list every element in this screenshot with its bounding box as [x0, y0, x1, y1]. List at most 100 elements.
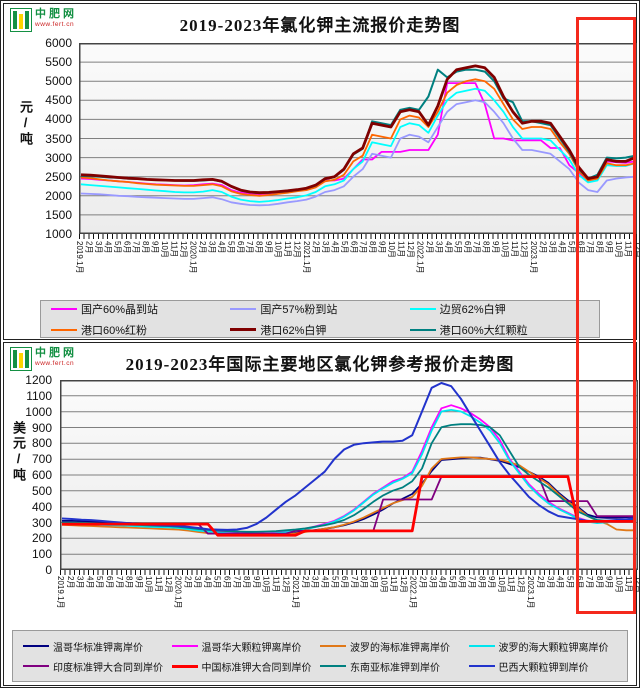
x-axis-tick-label: 8月: [368, 241, 378, 254]
x-axis-tick-label: 2月: [424, 241, 434, 254]
y-axis-tick-label: 800: [31, 436, 52, 451]
fert-logo: 中肥网 www.fert.cn: [10, 347, 77, 371]
x-axis-tick-label: 4月: [103, 241, 113, 254]
x-axis-tick-label: 8月: [254, 241, 264, 254]
chart-title: 2019-2023年氯化钾主流报价走势图: [179, 16, 461, 35]
x-axis-tick-label: 2021.1月: [301, 241, 311, 274]
x-axis-tick-label: 10月: [144, 576, 154, 593]
legend-item: 印度标准钾大合同到岸价: [23, 659, 172, 674]
x-axis-tick-label: 7月: [585, 576, 595, 589]
x-axis-tick-label: 8月: [124, 576, 134, 589]
legend-line-swatch: [171, 645, 198, 647]
legend-line-swatch: [468, 665, 495, 667]
x-axis-tick-label: 3月: [193, 576, 203, 589]
x-axis-tick-label: 11月: [506, 576, 516, 593]
highlight-rectangle: [576, 17, 636, 614]
x-axis-tick-label: 10月: [500, 241, 510, 258]
x-axis-tick-label: 7月: [349, 576, 359, 589]
y-axis-tick-label: 700: [31, 452, 52, 467]
x-axis-tick-label: 10月: [496, 576, 506, 593]
legend-line-swatch: [409, 328, 436, 331]
x-axis-tick-label: 4月: [555, 576, 565, 589]
legend-label: 港口60%大红颗粒: [439, 324, 528, 337]
x-axis-tick-label: 6月: [349, 241, 359, 254]
fert-logo-icon: [10, 347, 32, 371]
x-axis-tick-label: 12月: [281, 576, 291, 593]
x-axis-tick-label: 8月: [359, 576, 369, 589]
x-axis-tick-label: 6月: [457, 576, 467, 589]
x-axis-tick-label: 4月: [85, 576, 95, 589]
legend-label: 国产60%晶到站: [81, 303, 159, 316]
y-axis-tick-label: 900: [31, 420, 52, 435]
y-axis-tick-label: 100: [31, 547, 52, 562]
x-axis-tick-label: 6月: [576, 241, 586, 254]
x-axis-tick-label: 12月: [163, 576, 173, 593]
legend-label: 波罗的海标准钾离岸价: [350, 642, 450, 654]
x-axis-tick-label: 2019.1月: [75, 241, 84, 274]
fert-logo-text: 中肥网 www.fert.cn: [35, 347, 77, 368]
x-axis-tick-label: 5月: [226, 241, 236, 254]
legend-line-swatch: [320, 665, 346, 667]
x-axis-tick-label: 9月: [377, 241, 387, 254]
x-axis-tick-label: 11月: [623, 241, 633, 258]
series-line: [61, 408, 637, 536]
x-axis-tick-label: 7月: [585, 241, 595, 254]
legend-label: 国产57%粉到站: [260, 303, 338, 316]
y-axis-tick-label: 1000: [45, 227, 72, 241]
x-axis-tick-label: 2月: [65, 576, 75, 589]
x-axis-tick-label: 5月: [212, 576, 222, 589]
x-axis-tick-label: 7月: [472, 241, 482, 254]
y-axis-tick-label: 300: [31, 515, 52, 530]
y-axis-tick-label: 2000: [45, 188, 72, 203]
legend-item: 港口60%红粉: [51, 322, 230, 338]
x-axis-tick-label: 8月: [481, 241, 491, 254]
y-axis-tick-label: 5000: [45, 74, 72, 89]
x-axis-tick-label: 4月: [557, 241, 567, 254]
x-axis-tick-label: 2月: [183, 576, 193, 589]
y-axis-tick-label: 1500: [45, 207, 72, 222]
x-axis-tick-label: 2月: [418, 576, 428, 589]
y-axis-tick-label: 4500: [45, 93, 72, 108]
chart-title: 2019-2023年国际主要地区氯化钾参考报价走势图: [125, 355, 515, 374]
x-axis-tick-label: 3月: [310, 576, 320, 589]
legend-line-swatch: [468, 645, 495, 647]
domestic-kcl-price-chart: 中肥网 www.fert.cn 2019-2023年氯化钾主流报价走势图 元/吨…: [3, 3, 639, 340]
x-axis-tick-label: 2月: [311, 241, 321, 254]
x-axis-tick-label: 3月: [547, 241, 557, 254]
x-axis-tick-label: 2021.1月: [291, 576, 301, 609]
x-axis-tick-label: 4月: [202, 576, 212, 589]
x-axis-tick-label: 11月: [153, 576, 163, 593]
y-axis-tick-label: 1200: [25, 373, 52, 387]
x-axis-tick-label: 11月: [396, 241, 406, 258]
x-axis-tick-label: 2022.1月: [408, 576, 418, 609]
x-axis-tick-label: 7月: [245, 241, 255, 254]
plot-area: [60, 380, 638, 570]
y-axis-tick-label: 400: [31, 499, 52, 514]
x-axis-tick-label: 9月: [604, 576, 614, 589]
legend-item: 东南亚标准钾到岸价: [320, 659, 469, 674]
y-axis-tick-label: 600: [31, 468, 52, 482]
legend-label: 港口60%红粉: [81, 324, 148, 337]
plot-border: [60, 380, 638, 570]
x-axis-tick-label: 4月: [330, 241, 340, 254]
legend-line-swatch: [51, 328, 77, 331]
legend-item: 港口60%大红颗粒: [409, 322, 589, 338]
x-axis-tick-label: 11月: [624, 576, 634, 593]
x-axis-tick-label: 9月: [150, 241, 160, 254]
x-axis-tick-label: 2020.1月: [188, 241, 198, 274]
x-axis-tick-label: 12月: [406, 241, 416, 258]
x-axis-tick-label: 7月: [131, 241, 141, 254]
x-axis-tick-label: 11月: [271, 576, 281, 593]
fert-logo-url: www.fert.cn: [35, 21, 75, 28]
x-axis-tick-label: 5月: [112, 241, 122, 254]
legend-item: 国产57%粉到站: [230, 301, 409, 317]
x-axis-tick-label: 8月: [477, 576, 487, 589]
plot-svg: [60, 380, 638, 570]
x-axis-tick-marks: [79, 234, 637, 239]
fert-logo: 中肥网 www.fert.cn: [10, 8, 77, 32]
legend-item: 中国标准钾大合同到岸价: [171, 659, 321, 674]
x-axis-tick-label: 7月: [232, 576, 242, 589]
x-axis-tick-label: 5月: [95, 576, 105, 589]
x-axis-tick-label: 11月: [389, 576, 399, 593]
